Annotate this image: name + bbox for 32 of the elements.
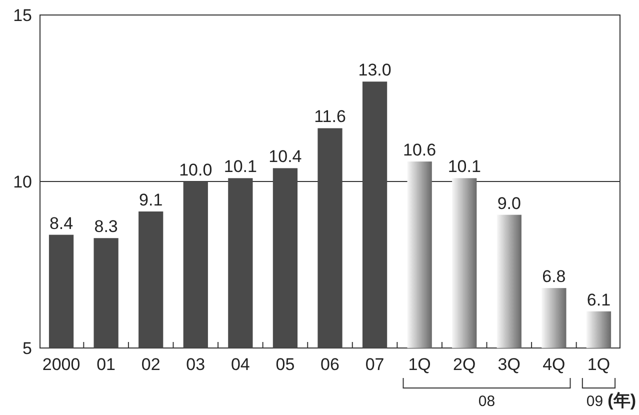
text: 09 xyxy=(586,393,604,410)
x-axis-title: (年) xyxy=(608,391,636,410)
data-label: 10.4 xyxy=(268,147,302,166)
data-label: 10.0 xyxy=(179,160,212,180)
y-tick-label: 5 xyxy=(22,339,32,358)
data-label: 6.1 xyxy=(586,290,611,310)
x-tick-label: 3Q xyxy=(498,355,520,374)
data-label: 10.6 xyxy=(403,140,436,160)
x-tick-label: 02 xyxy=(141,355,160,374)
x-tick-label: 03 xyxy=(186,355,206,374)
data-label: 8.3 xyxy=(94,217,118,236)
data-label: 9.1 xyxy=(139,190,163,210)
data-label: 13.0 xyxy=(358,60,392,80)
data-label: 6.8 xyxy=(542,267,566,286)
data-label: 11.6 xyxy=(314,107,346,126)
data-label: 10.1 xyxy=(224,157,257,176)
y-tick-label: 15 xyxy=(13,6,32,25)
data-label: 9.0 xyxy=(497,194,521,213)
data-label: 8.4 xyxy=(49,214,74,233)
x-tick-label: 2Q xyxy=(453,355,476,374)
x-tick-label: 1Q xyxy=(408,355,431,374)
x-tick-label: 1Q xyxy=(587,355,610,374)
x-tick-label: 4Q xyxy=(542,355,566,374)
x-tick-label: 06 xyxy=(320,355,340,374)
text: 08 xyxy=(478,393,496,410)
x-tick-label: 07 xyxy=(365,355,384,374)
y-tick-label: 10 xyxy=(13,172,32,192)
x-tick-label: 2000 xyxy=(42,355,80,374)
x-tick-label: 05 xyxy=(276,355,295,374)
x-tick-label: 01 xyxy=(96,355,116,374)
data-label: 10.1 xyxy=(448,157,481,176)
x-tick-label: 04 xyxy=(230,355,250,374)
